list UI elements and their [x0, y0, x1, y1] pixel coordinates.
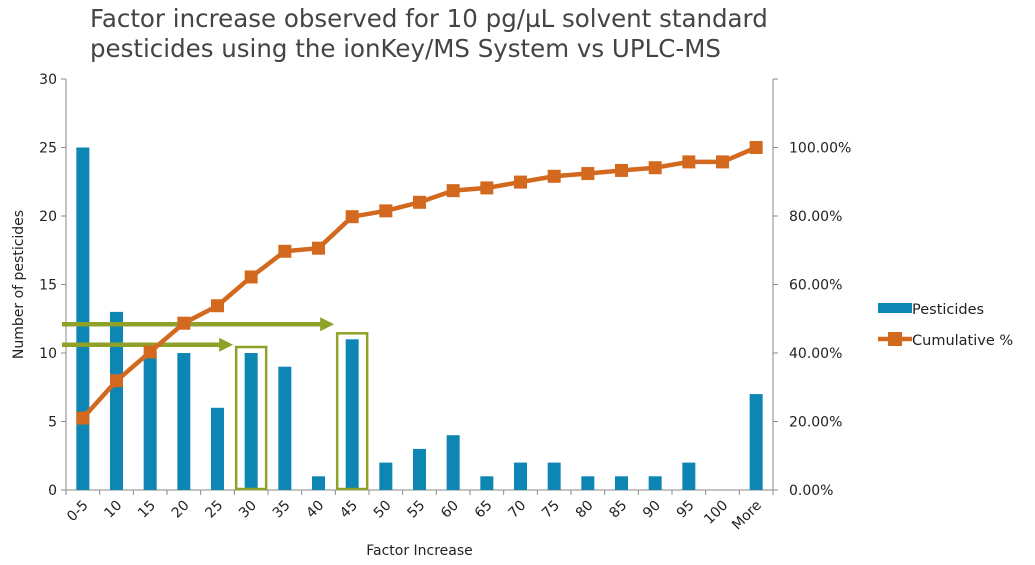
x-tick-label: 20: [169, 498, 193, 522]
legend-swatch-pesticides: [878, 303, 912, 313]
chart-title: Factor increase observed for 10 pg/µL so…: [90, 4, 850, 64]
right-tick-label: 80.00%: [789, 209, 842, 225]
x-tick-label: 70: [505, 498, 529, 522]
left-tick-label: 30: [39, 72, 57, 88]
cumulative-marker-55: [413, 195, 426, 209]
highlight-box-45: [335, 332, 369, 491]
right-tick-label: 20.00%: [789, 415, 842, 431]
x-tick-label: 85: [606, 498, 630, 522]
bar-35: [278, 366, 292, 490]
bar-60: [446, 435, 460, 490]
left-tick-label: 20: [39, 209, 57, 225]
bar-70: [514, 462, 527, 490]
highlight-box-30: [234, 345, 268, 491]
x-tick-label: 55: [404, 498, 428, 522]
annotation-arrowhead: [320, 317, 335, 332]
x-tick-label: 10: [101, 498, 125, 522]
left-tick-label: 15: [39, 278, 57, 294]
cumulative-marker-90: [648, 161, 662, 175]
bar-10: [110, 311, 123, 490]
right-tick-label: 60.00%: [789, 278, 842, 294]
cumulative-marker-10: [110, 374, 123, 388]
legend-marker-cumulative: [888, 332, 902, 346]
bar-25: [211, 407, 224, 490]
cumulative-marker-100: [716, 155, 729, 169]
cumulative-marker-85: [615, 163, 628, 177]
y-axis-title: Number of pesticides: [11, 210, 27, 359]
cumulative-marker-65: [480, 181, 494, 195]
left-tick-label: 0: [48, 483, 57, 499]
left-tick-label: 25: [39, 141, 57, 157]
bar-65: [480, 476, 494, 490]
x-tick-label: 60: [438, 498, 462, 522]
cumulative-marker-25: [211, 299, 224, 313]
bar-50: [379, 462, 393, 490]
cumulative-marker-60: [446, 184, 460, 198]
bar-85: [615, 476, 628, 490]
legend-label-pesticides: Pesticides: [912, 302, 984, 318]
cumulative-marker-40: [312, 241, 325, 255]
bar-80: [581, 476, 595, 490]
cumulative-marker-30: [244, 270, 258, 284]
cumulative-marker-35: [278, 244, 292, 258]
chart-title-line-2: pesticides using the ionKey/MS System vs…: [90, 34, 721, 63]
bar-55: [413, 448, 426, 490]
x-tick-label: 0-5: [64, 498, 91, 525]
right-tick-label: 100.00%: [789, 141, 851, 157]
x-tick-label: More: [729, 498, 765, 534]
cumulative-marker-95: [682, 155, 696, 169]
bar-30: [244, 353, 258, 490]
bar-95: [682, 462, 696, 490]
cumulative-marker-70: [514, 175, 527, 189]
cumulative-marker-0-5: [76, 411, 90, 425]
x-tick-label: 15: [135, 498, 159, 522]
chart-title-line-1: Factor increase observed for 10 pg/µL so…: [90, 4, 768, 33]
x-tick-label: 45: [337, 498, 361, 522]
cumulative-marker-15: [143, 345, 157, 359]
annotation-arrowhead: [219, 337, 234, 352]
bar-15: [143, 353, 157, 490]
bar-90: [648, 476, 662, 490]
cumulative-marker-75: [547, 169, 561, 183]
x-tick-label: 50: [371, 498, 395, 522]
x-tick-label: 100: [701, 498, 731, 528]
x-tick-label: 75: [539, 498, 563, 522]
bar-45: [345, 339, 359, 490]
cumulative-marker-50: [379, 204, 393, 218]
cumulative-marker-20: [177, 316, 191, 330]
bar-More: [749, 394, 763, 490]
cumulative-marker-More: [749, 141, 763, 154]
bar-0-5: [76, 147, 90, 490]
x-tick-label: 35: [270, 498, 294, 522]
x-tick-label: 65: [472, 498, 496, 522]
cumulative-marker-80: [581, 167, 595, 181]
x-tick-label: 40: [303, 498, 327, 522]
x-axis-title: Factor Increase: [366, 543, 473, 559]
right-tick-label: 40.00%: [789, 346, 842, 362]
x-tick-label: 95: [674, 498, 698, 522]
bar-40: [312, 476, 325, 490]
x-tick-label: 80: [573, 498, 597, 522]
x-tick-label: 25: [202, 498, 226, 522]
x-tick-label: 30: [236, 498, 260, 522]
x-tick-label: 90: [640, 498, 664, 522]
cumulative-marker-45: [345, 210, 359, 224]
right-tick-label: 0.00%: [789, 483, 833, 499]
left-tick-label: 5: [48, 415, 57, 431]
bar-20: [177, 353, 191, 490]
left-tick-label: 10: [39, 346, 57, 362]
bar-75: [547, 462, 561, 490]
legend-label-cumulative: Cumulative %: [912, 333, 1013, 349]
